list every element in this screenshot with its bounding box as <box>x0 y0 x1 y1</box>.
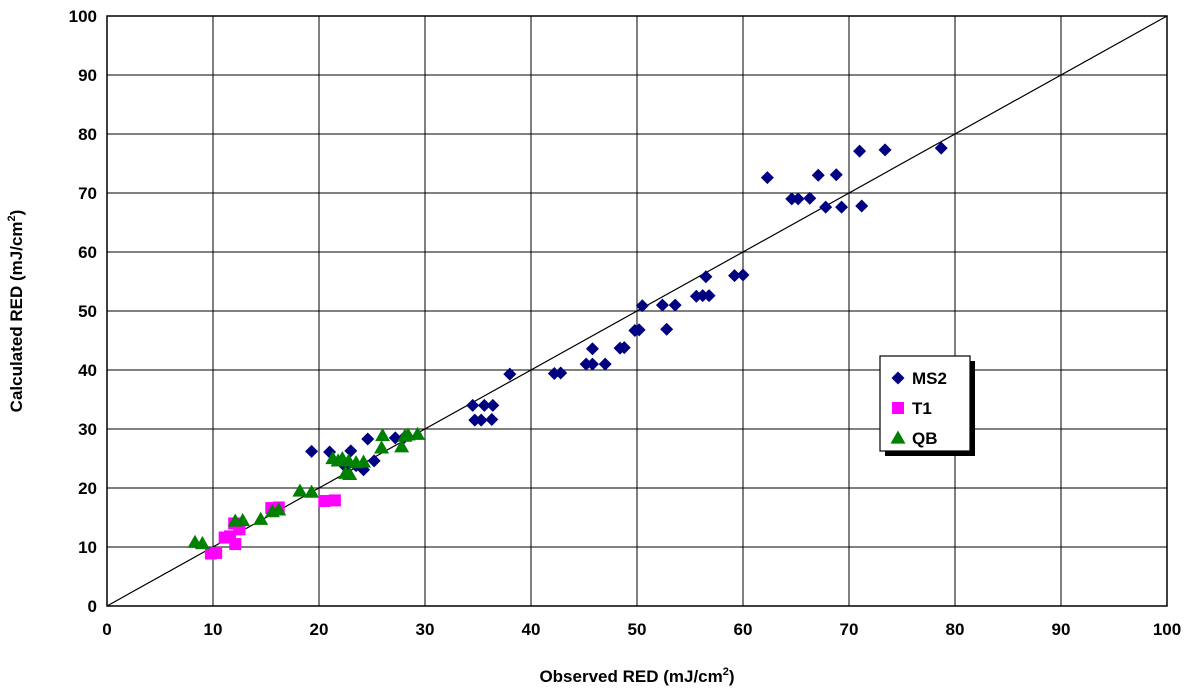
data-point-ms2 <box>598 357 612 371</box>
x-tick-label: 70 <box>840 620 859 639</box>
series-t1 <box>204 494 341 560</box>
data-point-ms2 <box>585 342 599 356</box>
series-ms2 <box>305 141 948 477</box>
data-point-ms2 <box>486 398 500 412</box>
legend-label-t1: T1 <box>912 399 932 418</box>
x-axis-tick-labels: 0 10 20 30 40 50 60 70 80 90 100 <box>102 620 1181 639</box>
data-point-ms2 <box>660 322 674 336</box>
data-point-t1 <box>210 546 223 559</box>
data-point-ms2 <box>803 191 817 205</box>
legend-item-t1: T1 <box>892 399 932 418</box>
y-tick-label: 100 <box>69 7 97 26</box>
data-point-t1 <box>328 494 341 507</box>
data-point-ms2 <box>934 141 948 155</box>
x-axis-title: Observed RED (mJ/cm2) <box>539 666 734 686</box>
data-point-qb <box>342 466 358 481</box>
data-point-ms2 <box>668 298 682 312</box>
data-point-ms2 <box>485 413 499 427</box>
data-point-ms2 <box>503 367 517 381</box>
data-point-ms2 <box>760 171 774 185</box>
legend-label-ms2: MS2 <box>912 369 947 388</box>
legend-label-qb: QB <box>912 429 938 448</box>
legend-marker-ms2 <box>891 371 905 385</box>
x-tick-label: 40 <box>522 620 541 639</box>
data-point-ms2 <box>878 143 892 157</box>
y-tick-label: 80 <box>78 125 97 144</box>
data-point-qb <box>235 512 251 527</box>
data-point-ms2 <box>466 398 480 412</box>
legend-box <box>879 355 971 452</box>
data-point-ms2 <box>632 323 646 337</box>
data-point-ms2 <box>655 298 669 312</box>
data-point-ms2 <box>344 444 358 458</box>
data-point-ms2 <box>367 454 381 468</box>
y-tick-label: 90 <box>78 66 97 85</box>
data-point-ms2 <box>855 199 869 213</box>
x-tick-label: 90 <box>1052 620 1071 639</box>
data-point-ms2 <box>699 270 713 284</box>
data-point-qb <box>271 502 287 516</box>
data-point-t1 <box>229 538 242 551</box>
legend-item-ms2: MS2 <box>891 369 947 388</box>
data-point-ms2 <box>361 432 375 446</box>
data-point-qb <box>356 454 372 468</box>
data-point-ms2 <box>702 289 716 303</box>
y-tick-label: 50 <box>78 302 97 321</box>
data-point-ms2 <box>853 144 867 158</box>
data-point-qb <box>374 440 390 454</box>
x-tick-label: 0 <box>102 620 111 639</box>
data-point-qb <box>253 511 269 525</box>
data-point-ms2 <box>617 341 631 355</box>
x-tick-label: 20 <box>310 620 329 639</box>
data-point-ms2 <box>474 413 488 427</box>
data-point-ms2 <box>811 168 825 182</box>
data-point-ms2 <box>585 357 599 371</box>
data-point-t1 <box>318 494 331 507</box>
legend-marker-qb <box>890 430 906 444</box>
x-tick-label: 50 <box>628 620 647 639</box>
data-point-ms2 <box>736 268 750 282</box>
legend-item-qb: QB <box>890 429 938 448</box>
y-tick-label: 30 <box>78 420 97 439</box>
data-point-ms2 <box>829 168 843 182</box>
data-point-ms2 <box>477 398 491 412</box>
data-point-qb <box>410 426 426 440</box>
legend: MS2 T1 QB <box>879 355 975 456</box>
x-tick-label: 80 <box>946 620 965 639</box>
data-point-qb <box>394 439 410 453</box>
data-point-ms2 <box>554 366 568 380</box>
data-point-ms2 <box>819 200 833 214</box>
x-tick-label: 100 <box>1153 620 1181 639</box>
y-axis-tick-labels: 0 10 20 30 40 50 60 70 80 90 100 <box>69 7 97 616</box>
data-point-qb <box>194 535 210 550</box>
data-points <box>187 141 948 560</box>
y-tick-label: 20 <box>78 479 97 498</box>
data-point-qb <box>292 483 308 497</box>
data-point-ms2 <box>791 192 805 206</box>
data-point-qb <box>375 427 391 442</box>
y-tick-label: 40 <box>78 361 97 380</box>
y-tick-label: 0 <box>88 597 97 616</box>
y-axis-title: Calculated RED (mJ/cm2) <box>6 210 26 413</box>
series-qb <box>187 426 426 550</box>
data-point-ms2 <box>635 299 649 313</box>
data-point-qb <box>304 484 320 498</box>
x-tick-label: 30 <box>416 620 435 639</box>
plot-area-frame <box>106 15 1168 607</box>
x-tick-label: 10 <box>204 620 223 639</box>
data-point-ms2 <box>305 444 319 458</box>
y-tick-label: 10 <box>78 538 97 557</box>
x-tick-label: 60 <box>734 620 753 639</box>
legend-marker-t1 <box>892 402 904 414</box>
data-point-ms2 <box>835 200 849 214</box>
data-point-ms2 <box>728 269 742 283</box>
y-tick-label: 60 <box>78 243 97 262</box>
y-tick-label: 70 <box>78 184 97 203</box>
